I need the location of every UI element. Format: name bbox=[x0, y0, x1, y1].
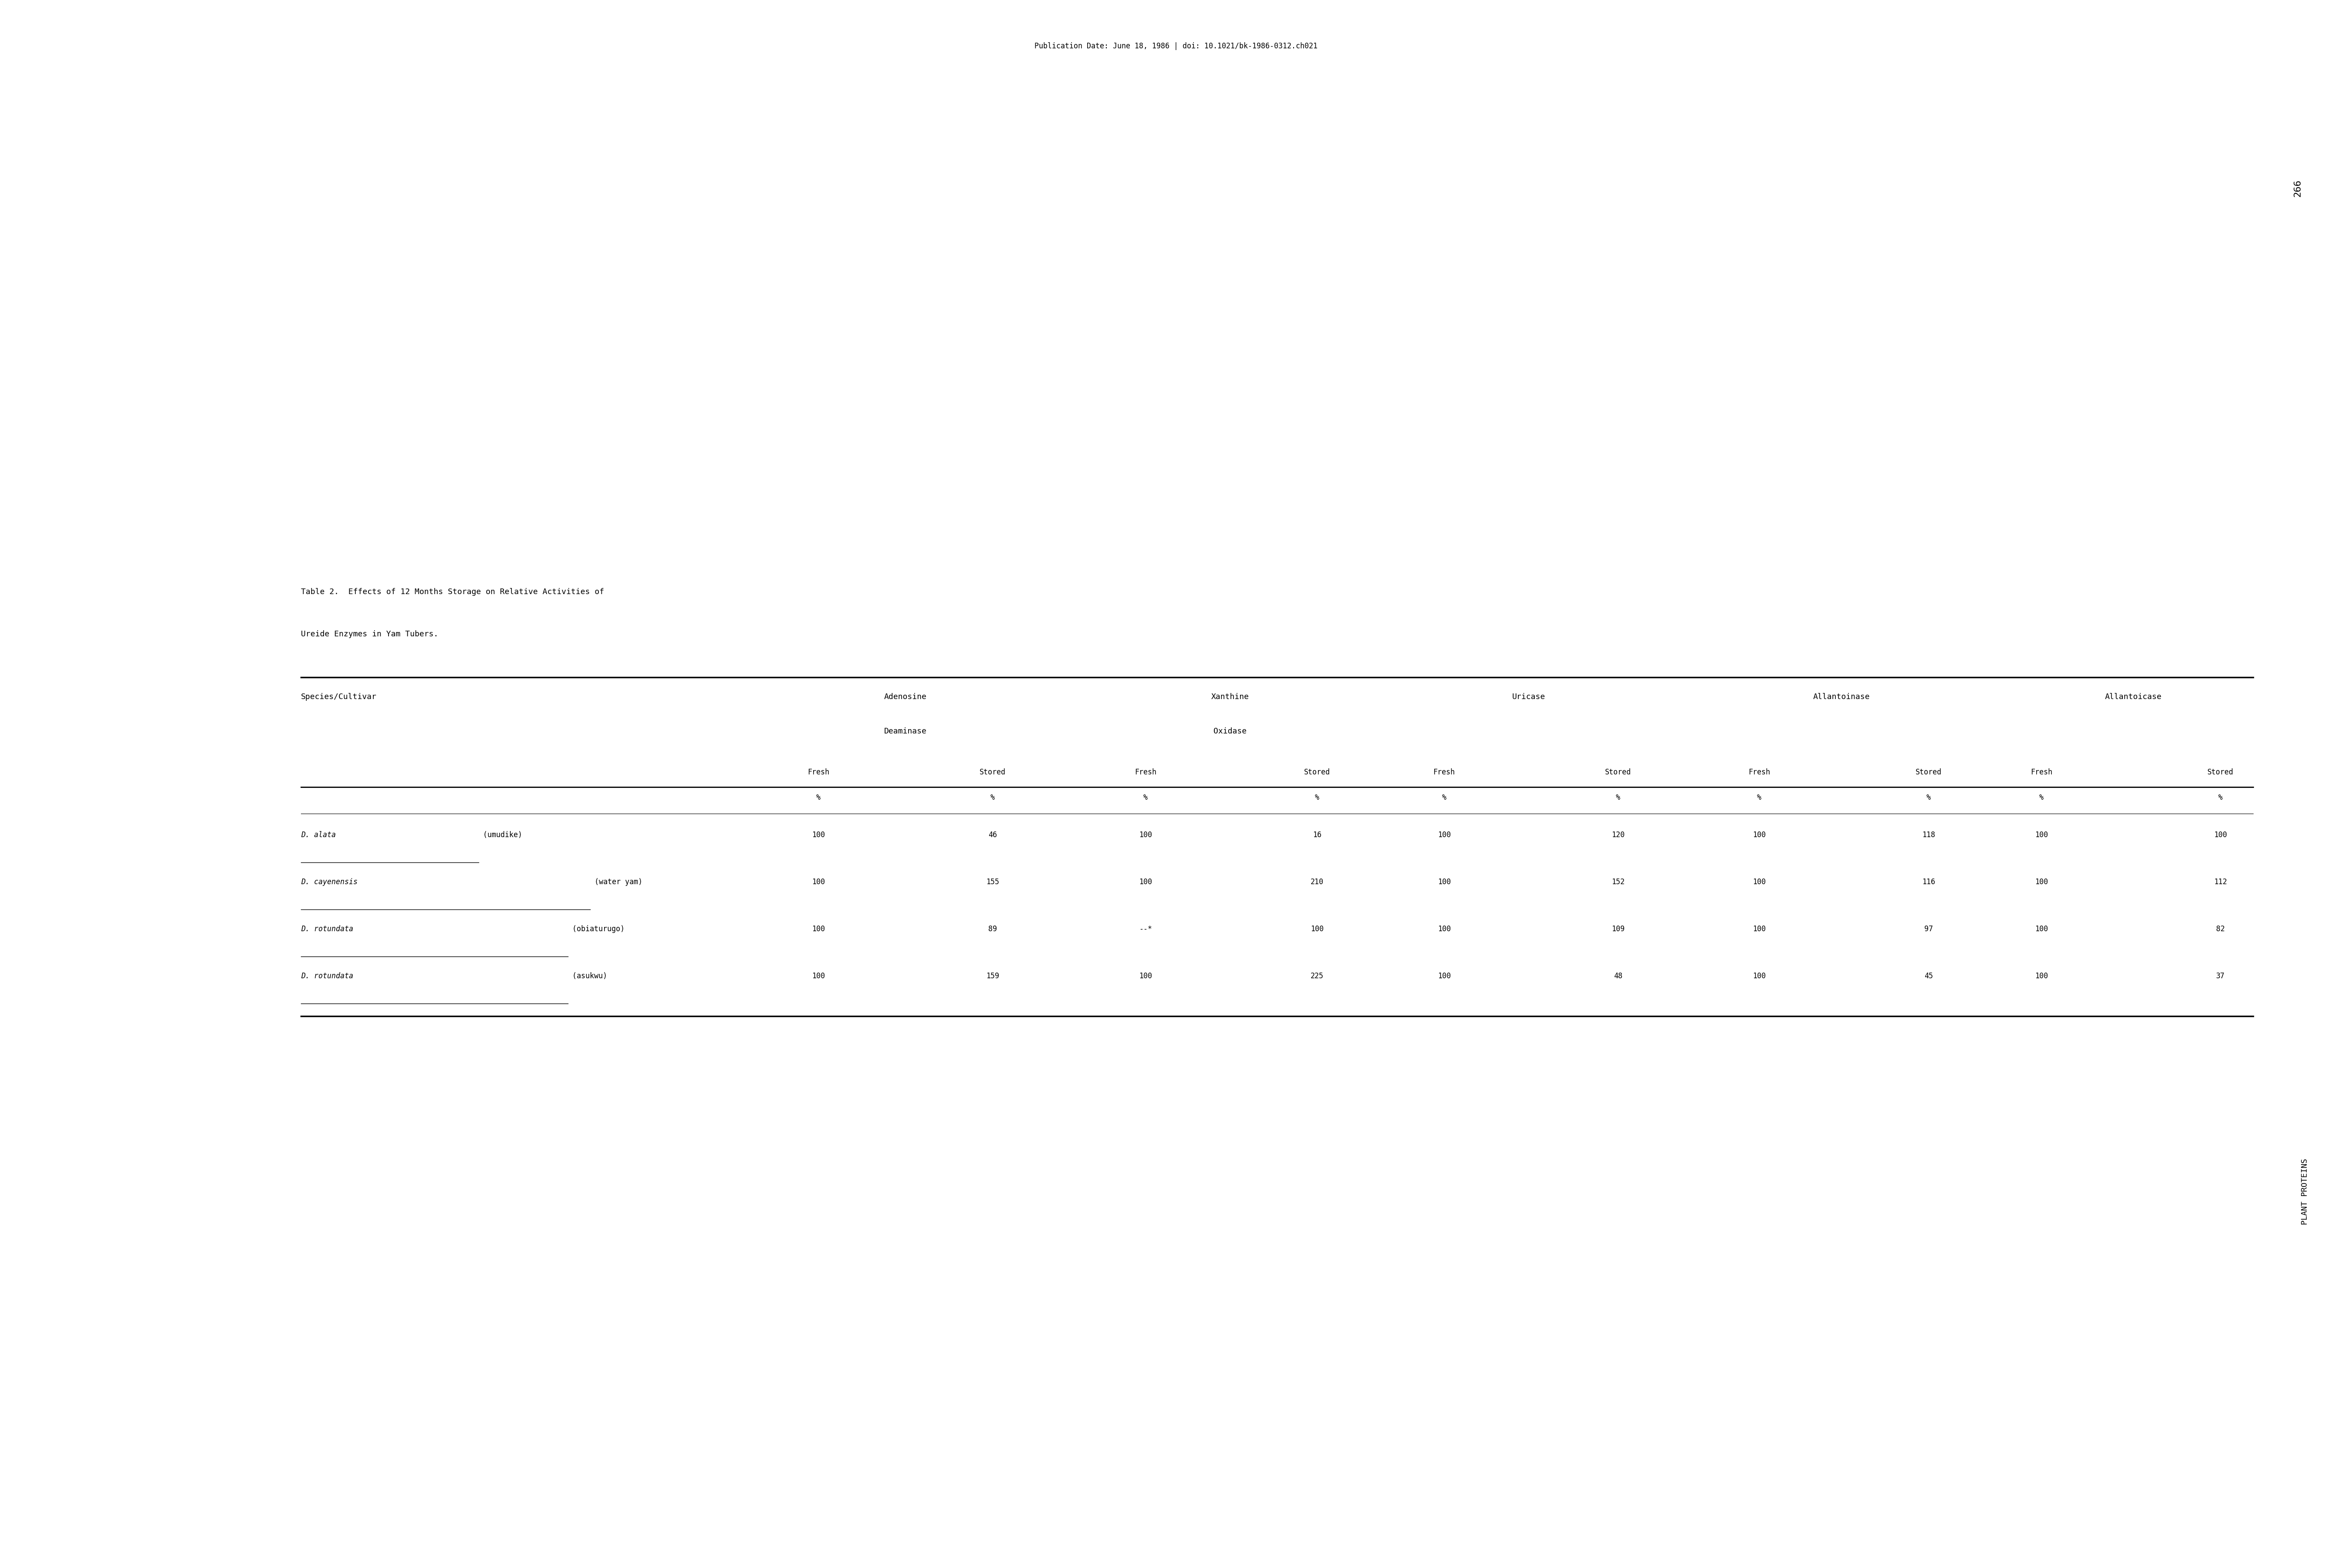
Text: Fresh: Fresh bbox=[1134, 768, 1157, 776]
Text: Adenosine: Adenosine bbox=[884, 693, 927, 701]
Text: 16: 16 bbox=[1312, 831, 1322, 839]
Text: 100: 100 bbox=[2034, 925, 2049, 933]
Text: Stored: Stored bbox=[1604, 768, 1632, 776]
Text: %: % bbox=[2218, 793, 2223, 801]
Text: 210: 210 bbox=[1310, 878, 1324, 886]
Text: Ureide Enzymes in Yam Tubers.: Ureide Enzymes in Yam Tubers. bbox=[301, 630, 437, 638]
Text: Publication Date: June 18, 1986 | doi: 10.1021/bk-1986-0312.ch021: Publication Date: June 18, 1986 | doi: 1… bbox=[1035, 42, 1317, 50]
Text: 100: 100 bbox=[1138, 972, 1152, 980]
Text: Allantoinase: Allantoinase bbox=[1813, 693, 1870, 701]
Text: Fresh: Fresh bbox=[1748, 768, 1771, 776]
Text: 37: 37 bbox=[2216, 972, 2225, 980]
Text: Uricase: Uricase bbox=[1512, 693, 1545, 701]
Text: 225: 225 bbox=[1310, 972, 1324, 980]
Text: 118: 118 bbox=[1922, 831, 1936, 839]
Text: 100: 100 bbox=[1310, 925, 1324, 933]
Text: (water yam): (water yam) bbox=[590, 878, 642, 886]
Text: 100: 100 bbox=[1138, 831, 1152, 839]
Text: Fresh: Fresh bbox=[2030, 768, 2053, 776]
Text: Stored: Stored bbox=[1303, 768, 1331, 776]
Text: 100: 100 bbox=[1752, 972, 1766, 980]
Text: 116: 116 bbox=[1922, 878, 1936, 886]
Text: 100: 100 bbox=[2034, 831, 2049, 839]
Text: D. cayenensis: D. cayenensis bbox=[301, 878, 358, 886]
Text: Oxidase: Oxidase bbox=[1214, 728, 1247, 735]
Text: (umudike): (umudike) bbox=[480, 831, 522, 839]
Text: --*: --* bbox=[1138, 925, 1152, 933]
Text: (asukwu): (asukwu) bbox=[567, 972, 607, 980]
Text: Xanthine: Xanthine bbox=[1211, 693, 1249, 701]
Text: 45: 45 bbox=[1924, 972, 1933, 980]
Text: 152: 152 bbox=[1611, 878, 1625, 886]
Text: 155: 155 bbox=[985, 878, 1000, 886]
Text: D. rotundata: D. rotundata bbox=[301, 925, 353, 933]
Text: %: % bbox=[1926, 793, 1931, 801]
Text: 100: 100 bbox=[811, 831, 826, 839]
Text: Species/Cultivar: Species/Cultivar bbox=[301, 693, 376, 701]
Text: 100: 100 bbox=[1437, 831, 1451, 839]
Text: 100: 100 bbox=[1138, 878, 1152, 886]
Text: %: % bbox=[1315, 793, 1319, 801]
Text: 100: 100 bbox=[1752, 925, 1766, 933]
Text: Allantoicase: Allantoicase bbox=[2105, 693, 2161, 701]
Text: 46: 46 bbox=[988, 831, 997, 839]
Text: D. rotundata: D. rotundata bbox=[301, 972, 353, 980]
Text: %: % bbox=[990, 793, 995, 801]
Text: PLANT PROTEINS: PLANT PROTEINS bbox=[2300, 1159, 2310, 1225]
Text: 100: 100 bbox=[2034, 878, 2049, 886]
Text: 100: 100 bbox=[811, 925, 826, 933]
Text: 100: 100 bbox=[811, 972, 826, 980]
Text: %: % bbox=[816, 793, 821, 801]
Text: %: % bbox=[1442, 793, 1446, 801]
Text: Fresh: Fresh bbox=[807, 768, 830, 776]
Text: 89: 89 bbox=[988, 925, 997, 933]
Text: Deaminase: Deaminase bbox=[884, 728, 927, 735]
Text: 100: 100 bbox=[2213, 831, 2227, 839]
Text: Table 2.  Effects of 12 Months Storage on Relative Activities of: Table 2. Effects of 12 Months Storage on… bbox=[301, 588, 604, 596]
Text: Stored: Stored bbox=[1915, 768, 1943, 776]
Text: 100: 100 bbox=[1752, 878, 1766, 886]
Text: 97: 97 bbox=[1924, 925, 1933, 933]
Text: D. alata: D. alata bbox=[301, 831, 336, 839]
Text: 112: 112 bbox=[2213, 878, 2227, 886]
Text: 100: 100 bbox=[1437, 925, 1451, 933]
Text: 100: 100 bbox=[2034, 972, 2049, 980]
Text: %: % bbox=[1143, 793, 1148, 801]
Text: 100: 100 bbox=[1437, 972, 1451, 980]
Text: Stored: Stored bbox=[2206, 768, 2234, 776]
Text: 100: 100 bbox=[1437, 878, 1451, 886]
Text: %: % bbox=[1616, 793, 1621, 801]
Text: 266: 266 bbox=[2293, 179, 2303, 198]
Text: 100: 100 bbox=[811, 878, 826, 886]
Text: 109: 109 bbox=[1611, 925, 1625, 933]
Text: Stored: Stored bbox=[978, 768, 1007, 776]
Text: (obiaturugo): (obiaturugo) bbox=[567, 925, 623, 933]
Text: 100: 100 bbox=[1752, 831, 1766, 839]
Text: 120: 120 bbox=[1611, 831, 1625, 839]
Text: 82: 82 bbox=[2216, 925, 2225, 933]
Text: 48: 48 bbox=[1613, 972, 1623, 980]
Text: 159: 159 bbox=[985, 972, 1000, 980]
Text: %: % bbox=[2039, 793, 2044, 801]
Text: %: % bbox=[1757, 793, 1762, 801]
Text: Fresh: Fresh bbox=[1432, 768, 1456, 776]
